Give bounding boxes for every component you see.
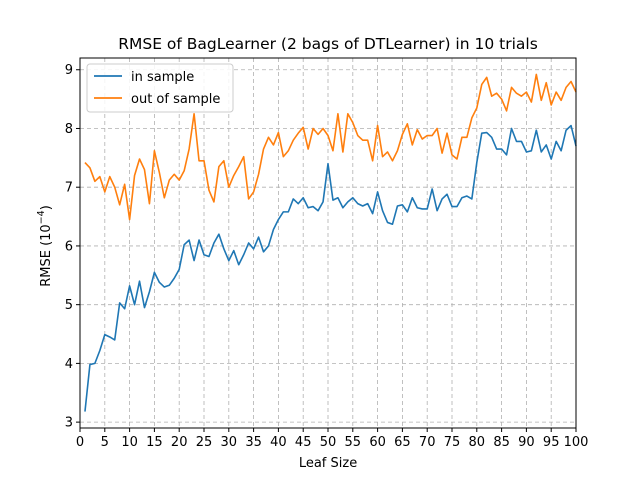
x-tick-label: 10 bbox=[121, 435, 138, 450]
legend-label-in-sample: in sample bbox=[131, 70, 194, 85]
x-tick-label: 95 bbox=[543, 435, 560, 450]
y-tick-label: 7 bbox=[65, 181, 73, 196]
x-tick-label: 65 bbox=[394, 435, 411, 450]
x-tick-label: 85 bbox=[493, 435, 510, 450]
x-tick-label: 70 bbox=[419, 435, 436, 450]
x-tick-label: 80 bbox=[469, 435, 486, 450]
y-axis-label: RMSE (10−4) bbox=[36, 205, 54, 287]
x-tick-label: 60 bbox=[369, 435, 386, 450]
series-lines bbox=[84, 73, 577, 412]
y-axis: 3 4 5 6 7 8 9 bbox=[65, 63, 80, 431]
legend-box bbox=[86, 63, 234, 113]
y-axis-label-main: RMSE (10 bbox=[39, 224, 54, 286]
x-tick-label: 20 bbox=[171, 435, 188, 450]
chart-title: RMSE of BagLearner (2 bags of DTLearner)… bbox=[118, 35, 538, 53]
x-tick-label: 50 bbox=[320, 435, 337, 450]
y-tick-label: 5 bbox=[65, 298, 73, 313]
x-tick-label: 25 bbox=[196, 435, 213, 450]
series-line-in-sample bbox=[84, 124, 577, 412]
x-axis: 0 5 10 15 20 25 30 35 40 45 50 55 60 65 70 75 80 85 90 95 10… bbox=[76, 428, 589, 450]
x-axis-label: Leaf Size bbox=[299, 456, 357, 471]
y-axis-label-exponent: −4 bbox=[36, 210, 47, 224]
y-tick-label: 4 bbox=[65, 357, 73, 372]
x-tick-label: 30 bbox=[221, 435, 238, 450]
x-tick-label: 35 bbox=[245, 435, 262, 450]
y-axis-label-close: ) bbox=[39, 205, 54, 210]
x-tick-label: 55 bbox=[345, 435, 362, 450]
x-tick-label: 45 bbox=[295, 435, 312, 450]
y-tick-label: 9 bbox=[65, 63, 73, 78]
y-tick-label: 8 bbox=[65, 122, 73, 137]
x-tick-label: 75 bbox=[444, 435, 461, 450]
y-tick-label: 3 bbox=[65, 416, 73, 431]
legend-label-out-of-sample: out of sample bbox=[131, 92, 220, 107]
x-tick-label: 100 bbox=[564, 435, 589, 450]
legend: in sample out of sample bbox=[86, 63, 234, 113]
series-line-out-of-sample bbox=[84, 73, 577, 221]
x-tick-label: 0 bbox=[76, 435, 84, 450]
x-tick-label: 15 bbox=[146, 435, 163, 450]
x-tick-label: 90 bbox=[518, 435, 535, 450]
x-tick-label: 5 bbox=[101, 435, 109, 450]
x-tick-label: 40 bbox=[270, 435, 287, 450]
y-tick-label: 6 bbox=[65, 239, 73, 254]
